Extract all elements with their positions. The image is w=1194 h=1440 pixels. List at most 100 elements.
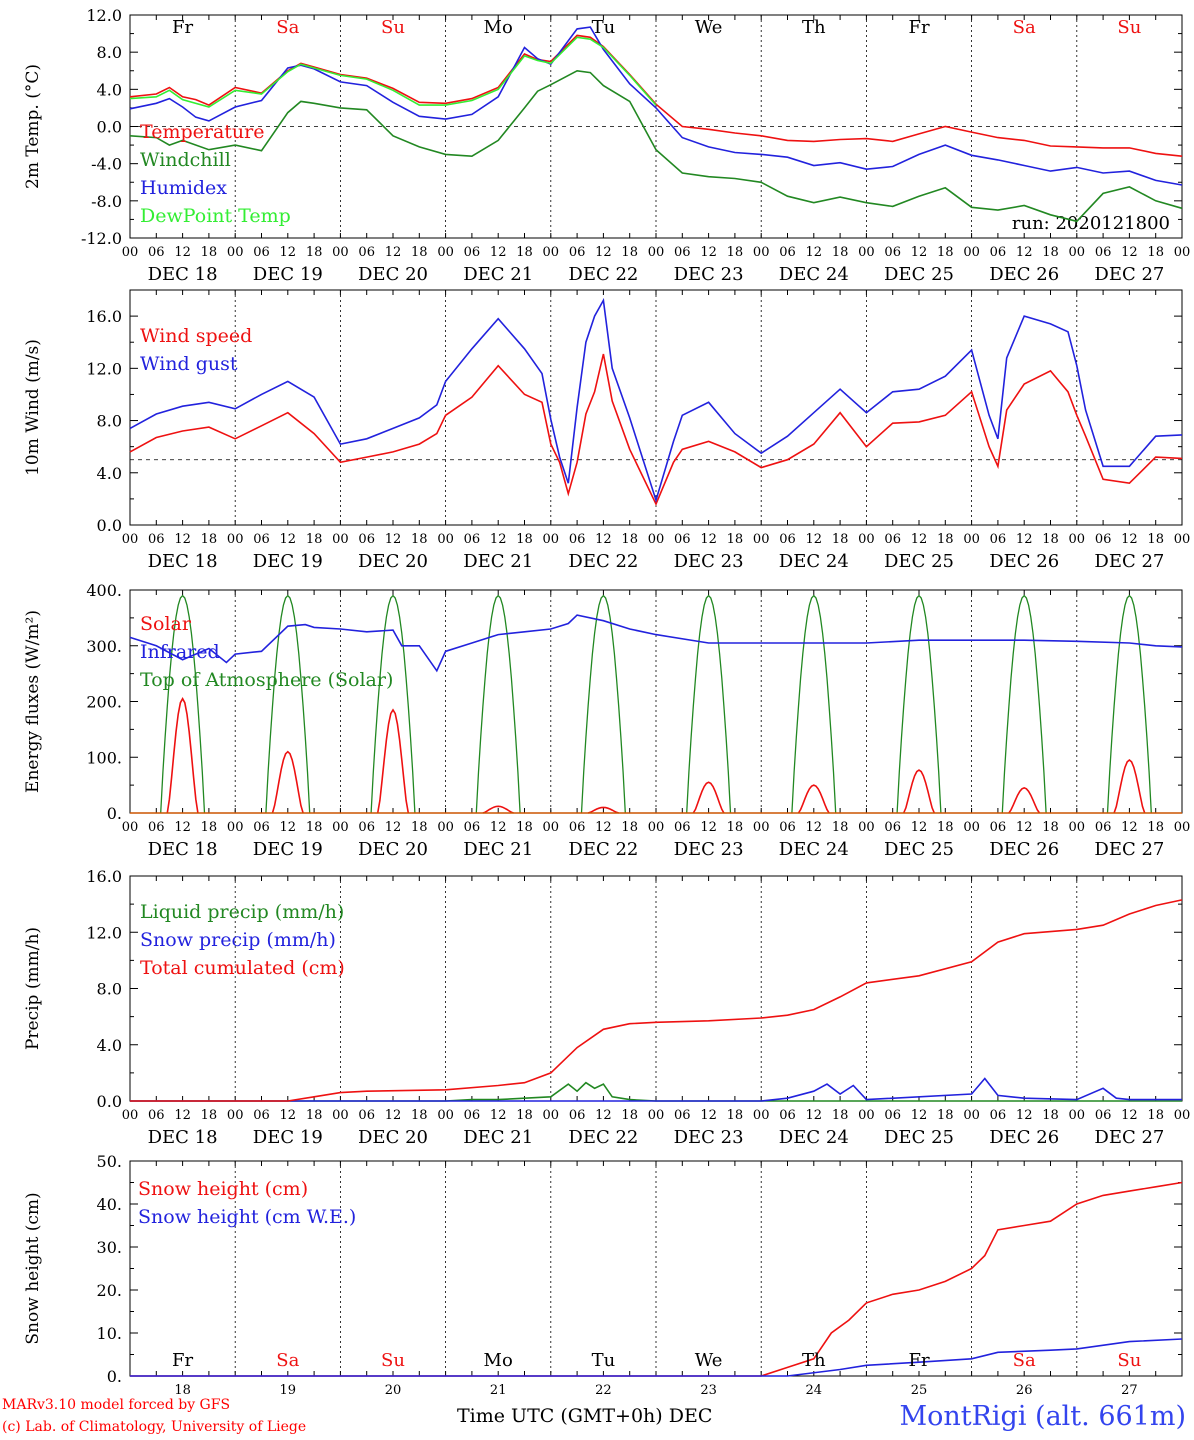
solar-curve: [797, 784, 830, 814]
legend-entry: Liquid precip (mm/h): [140, 901, 344, 923]
x-date-label: DEC 18: [148, 1127, 218, 1148]
x-date-label: DEC 27: [1094, 839, 1164, 860]
x-hour-label: 00: [122, 1108, 139, 1123]
y-tick-label: -8.0: [91, 192, 122, 211]
y-tick-label: 4.0: [97, 1036, 122, 1055]
x-hour-label: 00: [1174, 532, 1191, 547]
weekday-label: Su: [1117, 1350, 1141, 1371]
x-date-label: DEC 23: [674, 839, 744, 860]
x-hour-label: 06: [464, 245, 481, 260]
x-date-label: DEC 25: [884, 839, 954, 860]
x-hour-label: 00: [543, 245, 560, 260]
x-hour-label: 06: [148, 820, 165, 835]
x-hour-label: 00: [1069, 820, 1086, 835]
x-hour-label: 18: [937, 245, 954, 260]
x-hour-label: 06: [990, 245, 1007, 260]
weekday-label: Su: [1117, 17, 1141, 38]
x-hour-label: 18: [516, 820, 533, 835]
x-hour-label: 00: [543, 820, 560, 835]
legend-entry: Snow precip (mm/h): [140, 929, 336, 951]
legend-entry: Solar: [140, 613, 192, 635]
meteogram-chart: -12.0 -8.0 -4.0 0.0 4.0 8.0 12.0 2m Temp. (°C) 0…: [23, 6, 1191, 1397]
legend-entry: Humidex: [140, 177, 227, 199]
toa-solar-curve: [475, 594, 521, 814]
y-tick-label: 200.: [86, 693, 122, 712]
x-hour-label: 06: [779, 245, 796, 260]
x-hour-label: 18: [727, 245, 744, 260]
legend-entry: Wind gust: [140, 353, 238, 375]
x-hour-label: 12: [280, 245, 297, 260]
x-hour-label: 06: [884, 1108, 901, 1123]
x-date-label: DEC 25: [884, 264, 954, 285]
x-hour-label: 06: [569, 532, 586, 547]
x-date-label: DEC 27: [1094, 264, 1164, 285]
x-date-label: DEC 19: [253, 264, 323, 285]
x-hour-label: 00: [543, 532, 560, 547]
solar-curve: [587, 806, 619, 814]
x-hour-label: 00: [543, 1108, 560, 1123]
x-hour-label: 12: [595, 1108, 612, 1123]
x-date-label: DEC 25: [884, 551, 954, 572]
x-hour-label: 12: [806, 245, 823, 260]
x-hour-label: 06: [253, 1108, 270, 1123]
panel-3: 0. 100. 200. 300. 400. Energy fluxes (W/m²) 00…: [23, 581, 1190, 860]
day-number-label: 18: [174, 1383, 191, 1397]
x-hour-label: 12: [385, 1108, 402, 1123]
x-hour-label: 00: [227, 1108, 244, 1123]
x-hour-label: 18: [201, 1108, 218, 1123]
weekday-label: Mo: [484, 1350, 513, 1371]
x-hour-label: 12: [490, 820, 507, 835]
x-hour-label: 12: [1016, 1108, 1033, 1123]
x-hour-label: 06: [358, 532, 375, 547]
x-hour-label: 06: [569, 820, 586, 835]
y-tick-label: 0.: [107, 804, 122, 823]
x-hour-label: 06: [1095, 245, 1112, 260]
x-hour-label: 06: [674, 1108, 691, 1123]
run-annotation: run: 2020121800: [1012, 213, 1170, 234]
x-date-label: DEC 23: [674, 264, 744, 285]
y-tick-label: 40.: [97, 1195, 122, 1214]
x-hour-label: 00: [437, 1108, 454, 1123]
x-hour-label: 06: [884, 820, 901, 835]
x-hour-label: 18: [306, 245, 323, 260]
x-date-label: DEC 21: [463, 264, 533, 285]
legend-entry: DewPoint Temp: [140, 205, 291, 227]
y-axis-title: 2m Temp. (°C): [23, 64, 43, 189]
x-hour-label: 12: [174, 245, 191, 260]
x-hour-label: 12: [595, 532, 612, 547]
legend-entry: Windchill: [140, 149, 231, 171]
y-tick-label: 12.0: [86, 923, 122, 942]
x-hour-label: 00: [122, 532, 139, 547]
x-hour-label: 12: [490, 1108, 507, 1123]
x-hour-label: 00: [648, 532, 665, 547]
y-tick-label: 0.0: [97, 118, 122, 137]
day-number-label: 23: [700, 1383, 717, 1397]
x-hour-label: 12: [1016, 532, 1033, 547]
weekday-label: Fr: [172, 17, 193, 38]
x-hour-label: 06: [884, 532, 901, 547]
x-hour-label: 18: [516, 532, 533, 547]
x-hour-label: 06: [464, 820, 481, 835]
x-hour-label: 18: [621, 820, 638, 835]
infrared-line: [129, 614, 1183, 673]
x-hour-label: 06: [884, 245, 901, 260]
x-hour-label: 00: [963, 820, 980, 835]
x-hour-label: 00: [1069, 245, 1086, 260]
x-date-label: DEC 23: [674, 1127, 744, 1148]
weekday-label: We: [695, 1350, 723, 1371]
y-tick-label: -12.0: [81, 229, 122, 248]
x-date-label: DEC 24: [779, 264, 849, 285]
series-line: [129, 69, 1183, 223]
x-hour-label: 18: [411, 820, 428, 835]
x-hour-label: 06: [990, 1108, 1007, 1123]
x-hour-label: 06: [779, 1108, 796, 1123]
x-hour-label: 12: [1121, 1108, 1138, 1123]
x-hour-label: 18: [306, 532, 323, 547]
weekday-label: Sa: [276, 1350, 299, 1371]
model-credit: MARv3.10 model forced by GFS: [2, 1397, 231, 1413]
x-hour-label: 18: [201, 245, 218, 260]
x-hour-label: 18: [727, 820, 744, 835]
x-hour-label: 18: [1147, 1108, 1164, 1123]
day-number-label: 26: [1016, 1383, 1033, 1397]
panel-2: 0.0 4.0 8.0 12.0 16.0 10m Wind (m/s) 00 06 12 18 0…: [23, 289, 1191, 572]
